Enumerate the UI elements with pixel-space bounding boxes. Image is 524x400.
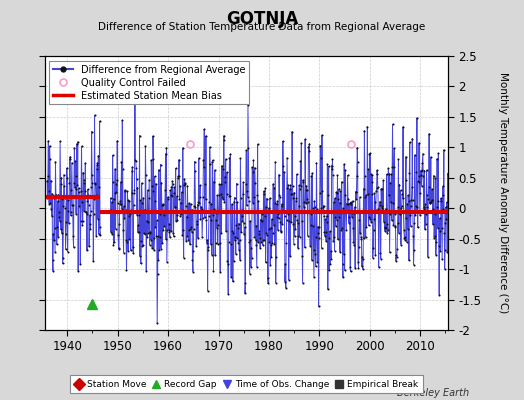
- Legend: Difference from Regional Average, Quality Control Failed, Estimated Station Mean: Difference from Regional Average, Qualit…: [49, 61, 249, 104]
- Text: GOTNJA: GOTNJA: [226, 10, 298, 28]
- Text: Berkeley Earth: Berkeley Earth: [397, 388, 469, 398]
- Y-axis label: Monthly Temperature Anomaly Difference (°C): Monthly Temperature Anomaly Difference (…: [498, 72, 508, 314]
- Text: Difference of Station Temperature Data from Regional Average: Difference of Station Temperature Data f…: [99, 22, 425, 32]
- Legend: Station Move, Record Gap, Time of Obs. Change, Empirical Break: Station Move, Record Gap, Time of Obs. C…: [70, 376, 423, 394]
